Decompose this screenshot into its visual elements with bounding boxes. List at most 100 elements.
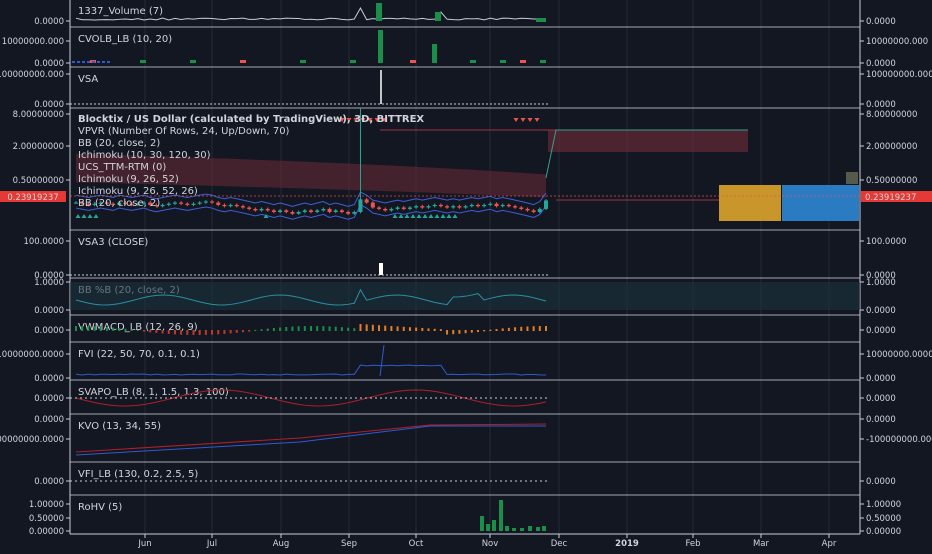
- vwmacd-bar: [520, 327, 522, 331]
- candle-body: [303, 210, 307, 212]
- vsa3-bar: [379, 263, 383, 275]
- vwmacd-bar: [230, 330, 232, 333]
- x-tick-label: Nov: [482, 539, 499, 549]
- vwmacd-bar: [539, 326, 541, 331]
- cvolb-bar: [540, 60, 546, 63]
- pane-title-fvi: FVI (22, 50, 70, 0.1, 0.1): [78, 349, 200, 360]
- vwmacd-bar: [409, 327, 411, 331]
- left-tick: 0.0000: [34, 374, 64, 384]
- cvolb-bar: [140, 60, 146, 63]
- cvolb-bar: [190, 60, 196, 63]
- vwmacd-bar: [112, 328, 114, 331]
- cvolb-bar: [432, 44, 437, 63]
- vwmacd-bar: [316, 326, 318, 331]
- left-tick: 0.00000: [29, 527, 64, 537]
- vwmacd-bar: [118, 328, 120, 331]
- vwmacd-bar: [124, 329, 126, 331]
- vwmacd-bar: [174, 330, 176, 334]
- vwmacd-bar: [94, 326, 96, 331]
- rohv-bar: [492, 520, 496, 531]
- candle-body: [210, 201, 214, 202]
- left-tick: 10000000.000: [2, 37, 64, 47]
- candle-body: [420, 206, 424, 207]
- candle-body: [198, 203, 202, 204]
- left-tick: 0.50000: [29, 514, 64, 524]
- indicator-label: Ichimoku (9, 26, 52): [78, 174, 179, 185]
- cvolb-bar: [300, 60, 306, 63]
- vwmacd-bar: [329, 326, 331, 331]
- volume-bar: [376, 3, 382, 21]
- right-tick: 1.00000: [866, 500, 901, 510]
- vwmacd-bar: [261, 329, 263, 331]
- vwmacd-bar: [273, 328, 275, 331]
- candle-body: [538, 209, 542, 212]
- vwmacd-bar: [155, 330, 157, 333]
- vwmacd-bar: [359, 324, 361, 331]
- vwmacd-bar: [279, 327, 281, 331]
- candle-body: [451, 206, 455, 207]
- vwmacd-bar: [440, 329, 442, 331]
- left-tick: 100.0000: [23, 237, 64, 247]
- vwmacd-bar: [106, 327, 108, 331]
- vpvr-box-blue: [782, 185, 859, 221]
- indicator-label: UCS_TTM-RTM (0): [78, 162, 166, 173]
- ichimoku-cloud-projection: [548, 130, 748, 152]
- candle-body: [519, 208, 523, 209]
- vwmacd-bar: [267, 329, 269, 331]
- candle-body: [544, 200, 548, 208]
- right-tick: 0.0000: [866, 17, 896, 27]
- candle-body: [482, 205, 486, 206]
- pane-title-vsa: VSA: [78, 74, 98, 85]
- vwmacd-bar: [390, 326, 392, 331]
- vwmacd-bar: [217, 330, 219, 334]
- vwmacd-bar: [75, 326, 77, 331]
- rohv-bar: [486, 524, 490, 531]
- indicator-label: BB (20, close, 2): [78, 198, 160, 209]
- pane-title-kvo: KVO (13, 34, 55): [78, 421, 161, 432]
- vwmacd-bar: [514, 327, 516, 331]
- vwmacd-bar: [193, 330, 195, 335]
- right-tick: 0.0000: [866, 415, 896, 425]
- rohv-bar: [512, 528, 516, 531]
- vwmacd-bar: [100, 327, 102, 331]
- vwmacd-bar: [421, 328, 423, 331]
- vwmacd-bar: [248, 330, 250, 332]
- right-tick: 0.0000: [866, 306, 896, 316]
- vwmacd-bar: [489, 330, 491, 331]
- vwmacd-bar: [533, 326, 535, 331]
- x-tick-label: Jun: [137, 539, 151, 549]
- vwmacd-bar: [211, 330, 213, 335]
- right-tick: -100000000.0000: [866, 435, 932, 445]
- candle-body: [167, 204, 171, 205]
- vwmacd-bar: [428, 328, 430, 331]
- vwmacd-bar: [397, 326, 399, 331]
- pane-title-svapo: SVAPO_LB (8, 1, 1.5, 1.3, 100): [78, 387, 229, 398]
- candle-body: [513, 206, 517, 207]
- vpvr-box-gold: [719, 185, 781, 221]
- candle-body: [352, 212, 356, 214]
- vwmacd-bar: [310, 326, 312, 331]
- vwmacd-bar: [508, 328, 510, 331]
- right-tick: 2.00000000: [866, 142, 917, 152]
- candle-body: [383, 209, 387, 210]
- candle-body: [445, 206, 449, 207]
- vwmacd-bar: [341, 327, 343, 331]
- candle-body: [408, 208, 412, 209]
- candle-body: [371, 203, 375, 208]
- vwmacd-bar: [372, 325, 374, 331]
- cvolb-bar: [520, 60, 526, 63]
- indicator-label: Ichimoku (10, 30, 120, 30): [78, 150, 211, 161]
- candle-body: [216, 203, 220, 205]
- cvolb-bar: [500, 60, 506, 63]
- vwmacd-bar: [446, 330, 448, 335]
- right-tick: 8.00000000: [866, 110, 917, 120]
- candle-body: [321, 209, 325, 210]
- vwmacd-bar: [434, 329, 436, 331]
- vwmacd-bar: [496, 329, 498, 331]
- right-tick: 0.0000: [866, 59, 896, 69]
- cvolb-bar: [470, 60, 476, 63]
- right-tick: 0.0000: [866, 394, 896, 404]
- candle-body: [525, 209, 529, 210]
